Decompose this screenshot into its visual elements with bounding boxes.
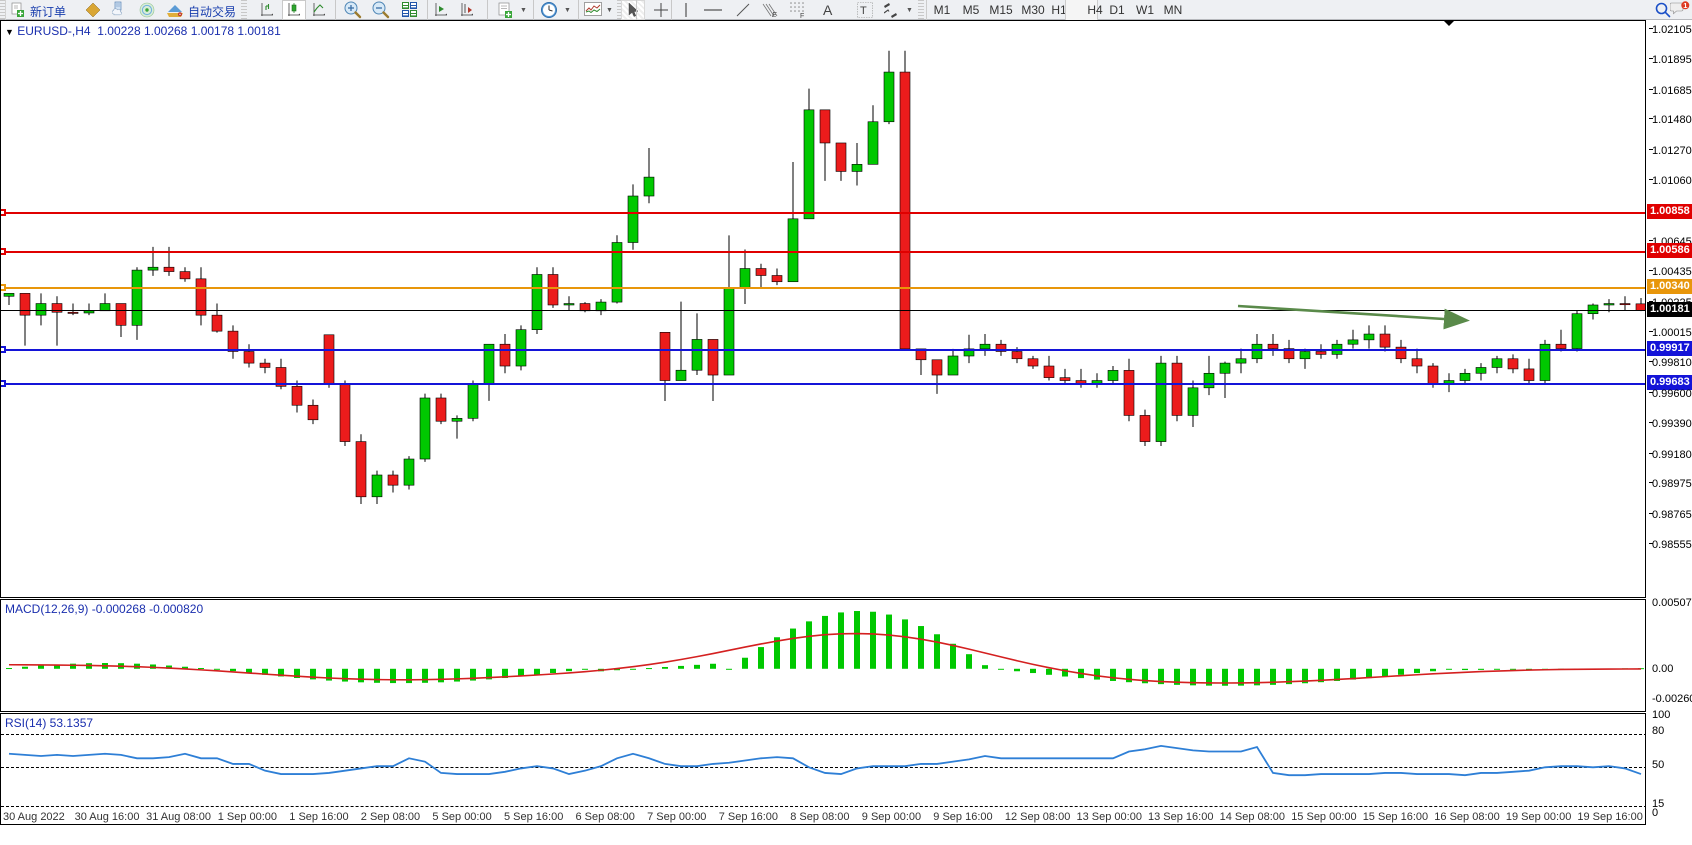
svg-text:1: 1 (1683, 1, 1687, 10)
svg-text:T: T (860, 5, 867, 17)
svg-text:E: E (772, 12, 777, 18)
svg-text:F: F (800, 13, 804, 19)
